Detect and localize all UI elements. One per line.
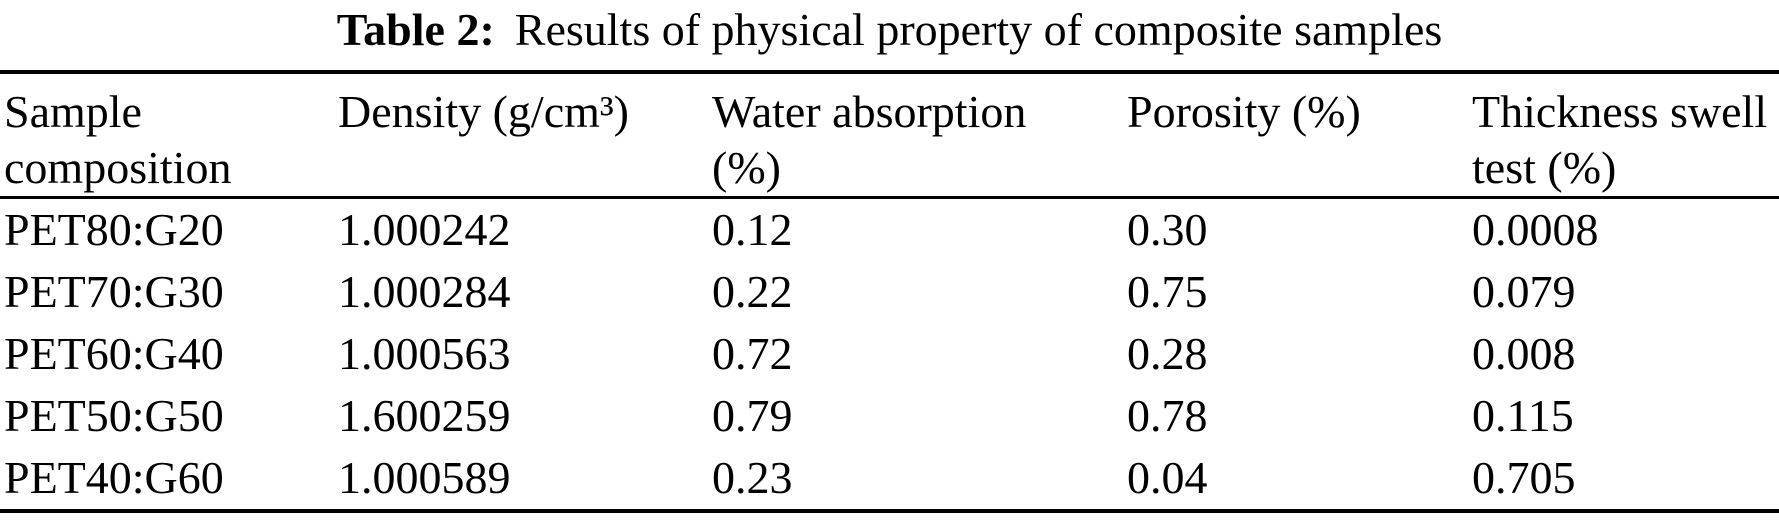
cell-porosity: 0.78 <box>1127 390 1208 441</box>
table-row: PET40:G60 1.000589 0.23 0.04 0.705 <box>0 447 1779 511</box>
table-row: PET60:G40 1.000563 0.72 0.28 0.008 <box>0 323 1779 385</box>
table-row: PET50:G50 1.600259 0.79 0.78 0.115 <box>0 385 1779 447</box>
cell-thickness-swell: 0.0008 <box>1472 204 1599 255</box>
cell-porosity: 0.75 <box>1127 266 1208 317</box>
cell-density: 1.600259 <box>338 390 511 441</box>
cell-thickness-swell: 0.079 <box>1472 266 1576 317</box>
cell-thickness-swell: 0.115 <box>1472 390 1574 441</box>
cell-thickness-swell: 0.008 <box>1472 328 1576 379</box>
header-line: test (%) <box>1472 142 1617 193</box>
cell-sample: PET50:G50 <box>4 390 224 441</box>
cell-sample: PET60:G40 <box>4 328 224 379</box>
cell-porosity: 0.04 <box>1127 452 1208 503</box>
cell-sample: PET40:G60 <box>4 452 224 503</box>
cell-density: 1.000242 <box>338 204 511 255</box>
table-header-row: Sample composition Density (g/cm³) Water… <box>0 72 1779 199</box>
cell-density: 1.000284 <box>338 266 511 317</box>
header-line: Porosity (%) <box>1127 86 1361 137</box>
header-line: Thickness swell <box>1472 86 1768 137</box>
cell-water-absorption: 0.12 <box>712 204 793 255</box>
column-header-sample-composition: Sample composition <box>0 72 334 199</box>
header-line: Sample <box>4 86 142 137</box>
table-caption-label: Table 2: <box>336 4 495 55</box>
column-header-water-absorption: Water absorption (%) <box>708 72 1123 199</box>
column-header-density: Density (g/cm³) <box>334 72 708 199</box>
header-line: Density (g/cm³) <box>338 86 630 137</box>
column-header-thickness-swell: Thickness swell test (%) <box>1468 72 1779 199</box>
cell-density: 1.000563 <box>338 328 511 379</box>
cell-thickness-swell: 0.705 <box>1472 452 1576 503</box>
cell-water-absorption: 0.23 <box>712 452 793 503</box>
cell-porosity: 0.28 <box>1127 328 1208 379</box>
cell-water-absorption: 0.79 <box>712 390 793 441</box>
results-table: Sample composition Density (g/cm³) Water… <box>0 70 1779 513</box>
cell-water-absorption: 0.22 <box>712 266 793 317</box>
table-caption-text: Results of physical property of composit… <box>514 4 1443 55</box>
cell-sample: PET70:G30 <box>4 266 224 317</box>
cell-water-absorption: 0.72 <box>712 328 793 379</box>
table-caption: Table 2: Results of physical property of … <box>0 0 1779 70</box>
header-line: (%) <box>712 142 781 193</box>
cell-sample: PET80:G20 <box>4 204 224 255</box>
cell-density: 1.000589 <box>338 452 511 503</box>
header-line: composition <box>4 142 232 193</box>
table-row: PET70:G30 1.000284 0.22 0.75 0.079 <box>0 261 1779 323</box>
cell-porosity: 0.30 <box>1127 204 1208 255</box>
table-row: PET80:G20 1.000242 0.12 0.30 0.0008 <box>0 198 1779 262</box>
header-line: Water absorption <box>712 86 1027 137</box>
column-header-porosity: Porosity (%) <box>1123 72 1468 199</box>
